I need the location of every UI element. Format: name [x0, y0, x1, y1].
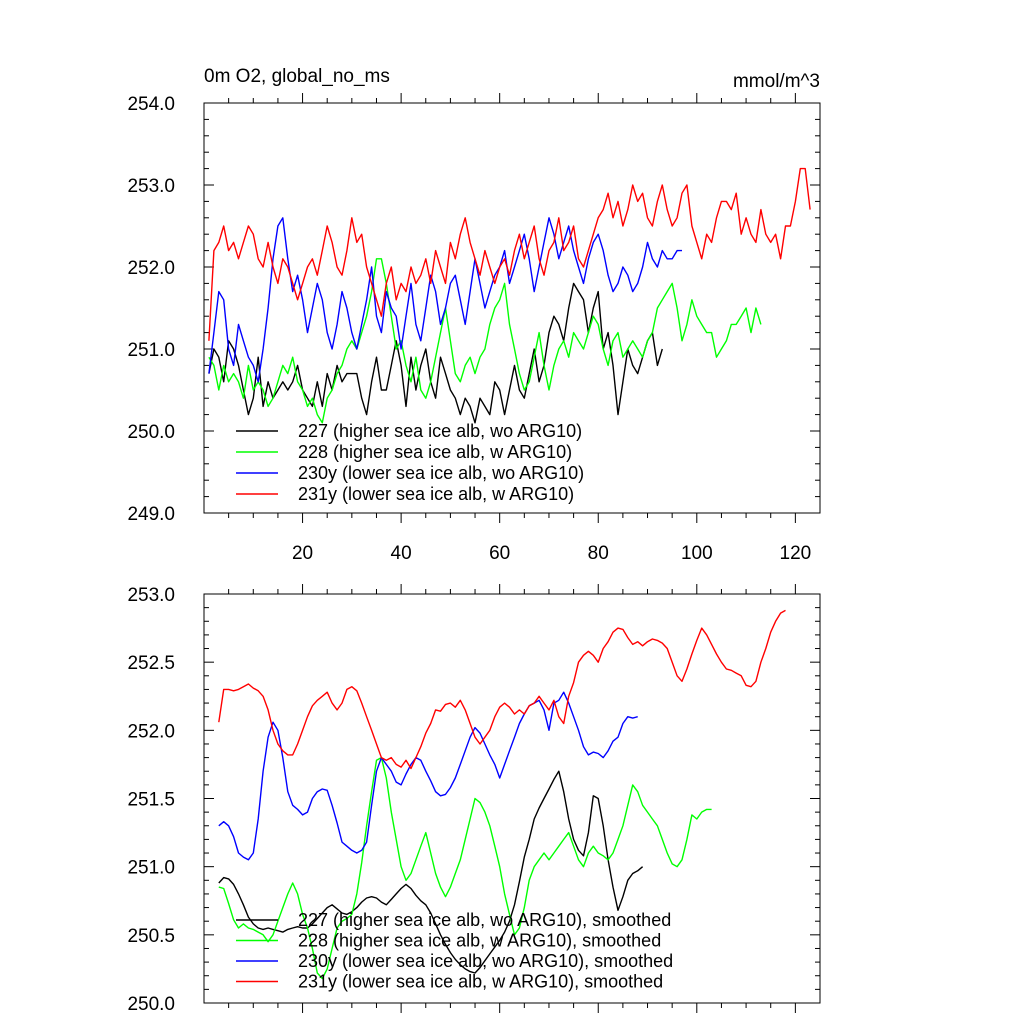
x-tick-label: 120	[780, 543, 812, 564]
series-line-4	[208, 167, 811, 341]
series-line-3	[218, 691, 638, 861]
y-tick-label: 253.0	[127, 176, 175, 197]
y-tick-label: 251.5	[127, 790, 175, 811]
y-tick-label: 252.5	[127, 653, 175, 674]
top-panel: 20 40 60 80 100 120 249.0 250.0 251.0 252.0 253.0 2…	[127, 93, 821, 564]
chart-title-units: mmol/m^3	[733, 71, 820, 92]
x-tick-label: 20	[292, 543, 313, 564]
x-tick-label: 60	[489, 543, 510, 564]
series-line-1	[208, 282, 663, 424]
y-tick-label: 250.5	[127, 926, 175, 947]
series-line-3	[208, 217, 682, 383]
legend-label: 228 (higher sea ice alb, w ARG10)	[298, 442, 572, 462]
x-tick-label: 80	[588, 543, 609, 564]
series-line-1	[218, 770, 644, 974]
legend-label: 231y (lower sea ice alb, w ARG10)	[298, 484, 574, 504]
series-line-2	[218, 756, 712, 980]
legend-label: 230y (lower sea ice alb, wo ARG10), smoo…	[298, 951, 673, 971]
y-tick-label: 253.0	[127, 585, 175, 606]
y-tick-label: 251.0	[127, 340, 175, 361]
legend-label: 231y (lower sea ice alb, w ARG10), smoot…	[298, 972, 663, 992]
series-line-4	[218, 609, 786, 770]
legend-label: 230y (lower sea ice alb, wo ARG10)	[298, 463, 584, 483]
y-tick-label: 251.0	[127, 858, 175, 879]
y-tick-label: 250.0	[127, 994, 175, 1015]
series-line-2	[208, 258, 762, 424]
y-tick-label: 249.0	[127, 504, 175, 525]
y-tick-label: 252.0	[127, 258, 175, 279]
y-tick-label: 254.0	[127, 94, 175, 115]
chart-title-left: 0m O2, global_no_ms	[204, 66, 390, 87]
bottom-panel: 250.0 250.5 251.0 251.5 252.0 252.5 253.0 227 (…	[127, 584, 821, 1015]
y-tick-label: 250.0	[127, 422, 175, 443]
legend-label: 227 (higher sea ice alb, wo ARG10), smoo…	[298, 910, 671, 930]
legend-label: 227 (higher sea ice alb, wo ARG10)	[298, 421, 582, 441]
legend-label: 228 (higher sea ice alb, w ARG10), smoot…	[298, 931, 661, 951]
x-tick-label: 100	[681, 543, 713, 564]
x-tick-label: 40	[391, 543, 412, 564]
y-tick-label: 252.0	[127, 721, 175, 742]
plot-frame	[203, 102, 821, 514]
